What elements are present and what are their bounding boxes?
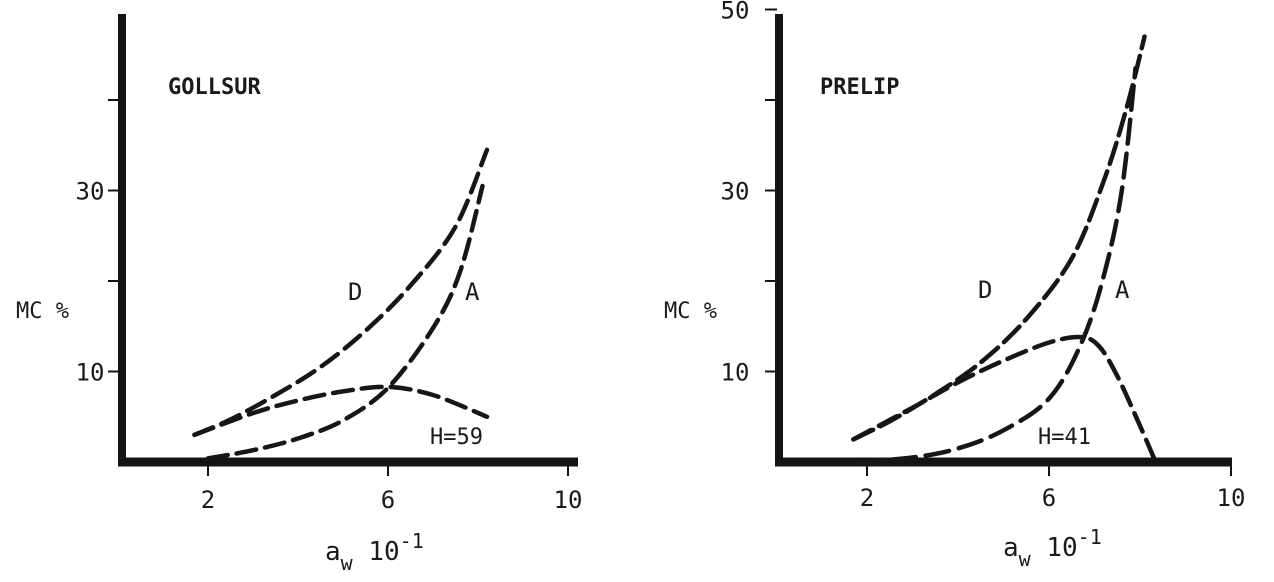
x-tick-label: 6 [381, 486, 395, 514]
y-axis-label: MC % [664, 299, 717, 324]
chart-title: GOLLSUR [168, 75, 261, 100]
x-axis-label-subscript: w [1019, 547, 1032, 571]
y-tick-label: 30 [76, 178, 105, 206]
y-tick-label: 30 [721, 178, 750, 206]
x-axis-label: aw 10-1 [1003, 525, 1102, 571]
series-a-curve [855, 66, 1138, 465]
x-tick-label: 10 [554, 486, 583, 514]
y-tick-label: 50 [721, 0, 750, 25]
x-axis-label-subscript: w [341, 551, 354, 575]
x-axis-label-rest: 10 [353, 537, 400, 567]
series-a-curve [205, 183, 485, 461]
y-axis-label: MC % [16, 299, 69, 324]
series-curve-2 [851, 334, 1156, 460]
x-tick-label: 2 [860, 484, 874, 512]
chart-title: PRELIP [820, 75, 899, 100]
x-axis-label: aw 10-1 [325, 529, 424, 575]
annotation-h: H=41 [1038, 425, 1091, 450]
annotation-h: H=59 [430, 425, 483, 450]
x-axis-label-base: a [1003, 533, 1019, 563]
series-d-curve [192, 147, 490, 438]
series-label-a: A [1115, 276, 1130, 304]
y-tick-label: 10 [721, 359, 750, 387]
x-axis-label-exponent: -1 [1078, 525, 1102, 549]
y-tick-label: 10 [76, 359, 105, 387]
x-tick-label: 6 [1042, 484, 1056, 512]
x-tick-label: 10 [1217, 484, 1246, 512]
x-axis-label-exponent: -1 [400, 529, 424, 553]
series-label-d: D [348, 278, 362, 306]
series-label-d: D [978, 276, 992, 304]
x-axis-label-rest: 10 [1031, 533, 1078, 563]
x-axis-label-base: a [325, 537, 341, 567]
x-tick-label: 2 [201, 486, 215, 514]
series-curve-2 [192, 384, 490, 438]
series-label-a: A [465, 278, 480, 306]
